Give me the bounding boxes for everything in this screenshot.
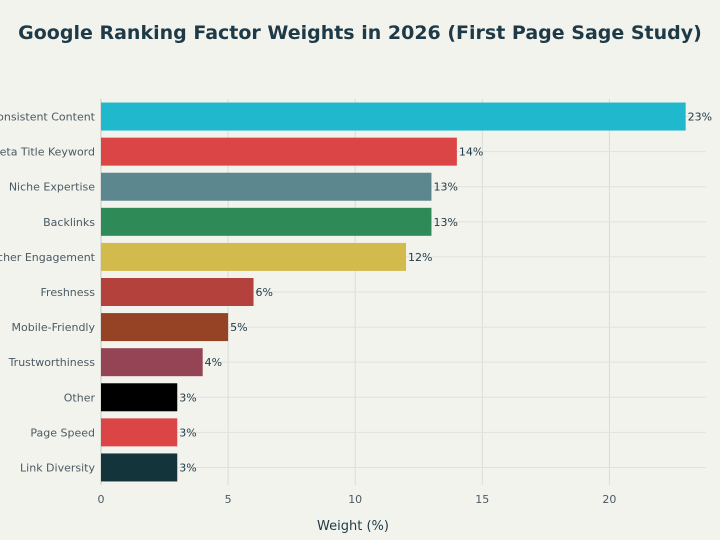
bar-5: [101, 278, 254, 306]
y-tick-label-3: Backlinks: [43, 216, 95, 229]
x-tick-label-0: 0: [98, 493, 105, 506]
y-tick-label-1: Meta Title Keyword: [0, 146, 95, 159]
bars: [101, 102, 686, 482]
y-tick-label-0: Consistent Content: [0, 111, 96, 124]
x-tick-label-5: 5: [225, 493, 232, 506]
bar-8: [101, 383, 178, 412]
data-label-0: 23%: [688, 111, 712, 124]
data-labels: 23% 14% 13% 13% 12% 6% 5% 4% 3% 3% 3%: [179, 111, 712, 475]
data-label-1: 14%: [459, 146, 483, 159]
y-tick-label-4: Searcher Engagement: [0, 251, 96, 264]
y-tick-label-9: Page Speed: [30, 426, 95, 439]
bar-10: [101, 453, 178, 482]
data-label-4: 12%: [408, 251, 432, 264]
data-label-3: 13%: [433, 216, 457, 229]
bar-7: [101, 348, 203, 377]
data-label-6: 5%: [230, 321, 247, 334]
x-tick-label-15: 15: [475, 493, 489, 506]
chart-title: Google Ranking Factor Weights in 2026 (F…: [18, 22, 702, 44]
bar-2: [101, 172, 432, 201]
bar-9: [101, 418, 178, 447]
bar-1: [101, 137, 457, 166]
y-tick-label-8: Other: [64, 391, 96, 404]
bar-3: [101, 207, 432, 236]
y-axis-ticks: Consistent Content Meta Title Keyword Nich…: [0, 111, 96, 475]
data-label-10: 3%: [179, 461, 196, 474]
y-tick-label-10: Link Diversity: [20, 461, 95, 474]
x-axis-label: Weight (%): [317, 519, 389, 534]
data-label-7: 4%: [205, 356, 222, 369]
y-tick-label-5: Freshness: [41, 286, 96, 299]
x-tick-label-10: 10: [348, 493, 362, 506]
data-label-9: 3%: [179, 426, 196, 439]
y-tick-label-6: Mobile-Friendly: [12, 321, 96, 334]
x-axis-ticks: 0 5 10 15 20: [98, 493, 617, 506]
y-tick-label-7: Trustworthiness: [8, 356, 96, 369]
y-tick-label-2: Niche Expertise: [9, 181, 95, 194]
bar-6: [101, 313, 229, 342]
x-tick-label-20: 20: [602, 493, 616, 506]
bar-0: [101, 102, 686, 131]
bar-4: [101, 242, 407, 271]
data-label-5: 6%: [256, 286, 273, 299]
data-label-8: 3%: [179, 391, 196, 404]
data-label-2: 13%: [433, 181, 457, 194]
